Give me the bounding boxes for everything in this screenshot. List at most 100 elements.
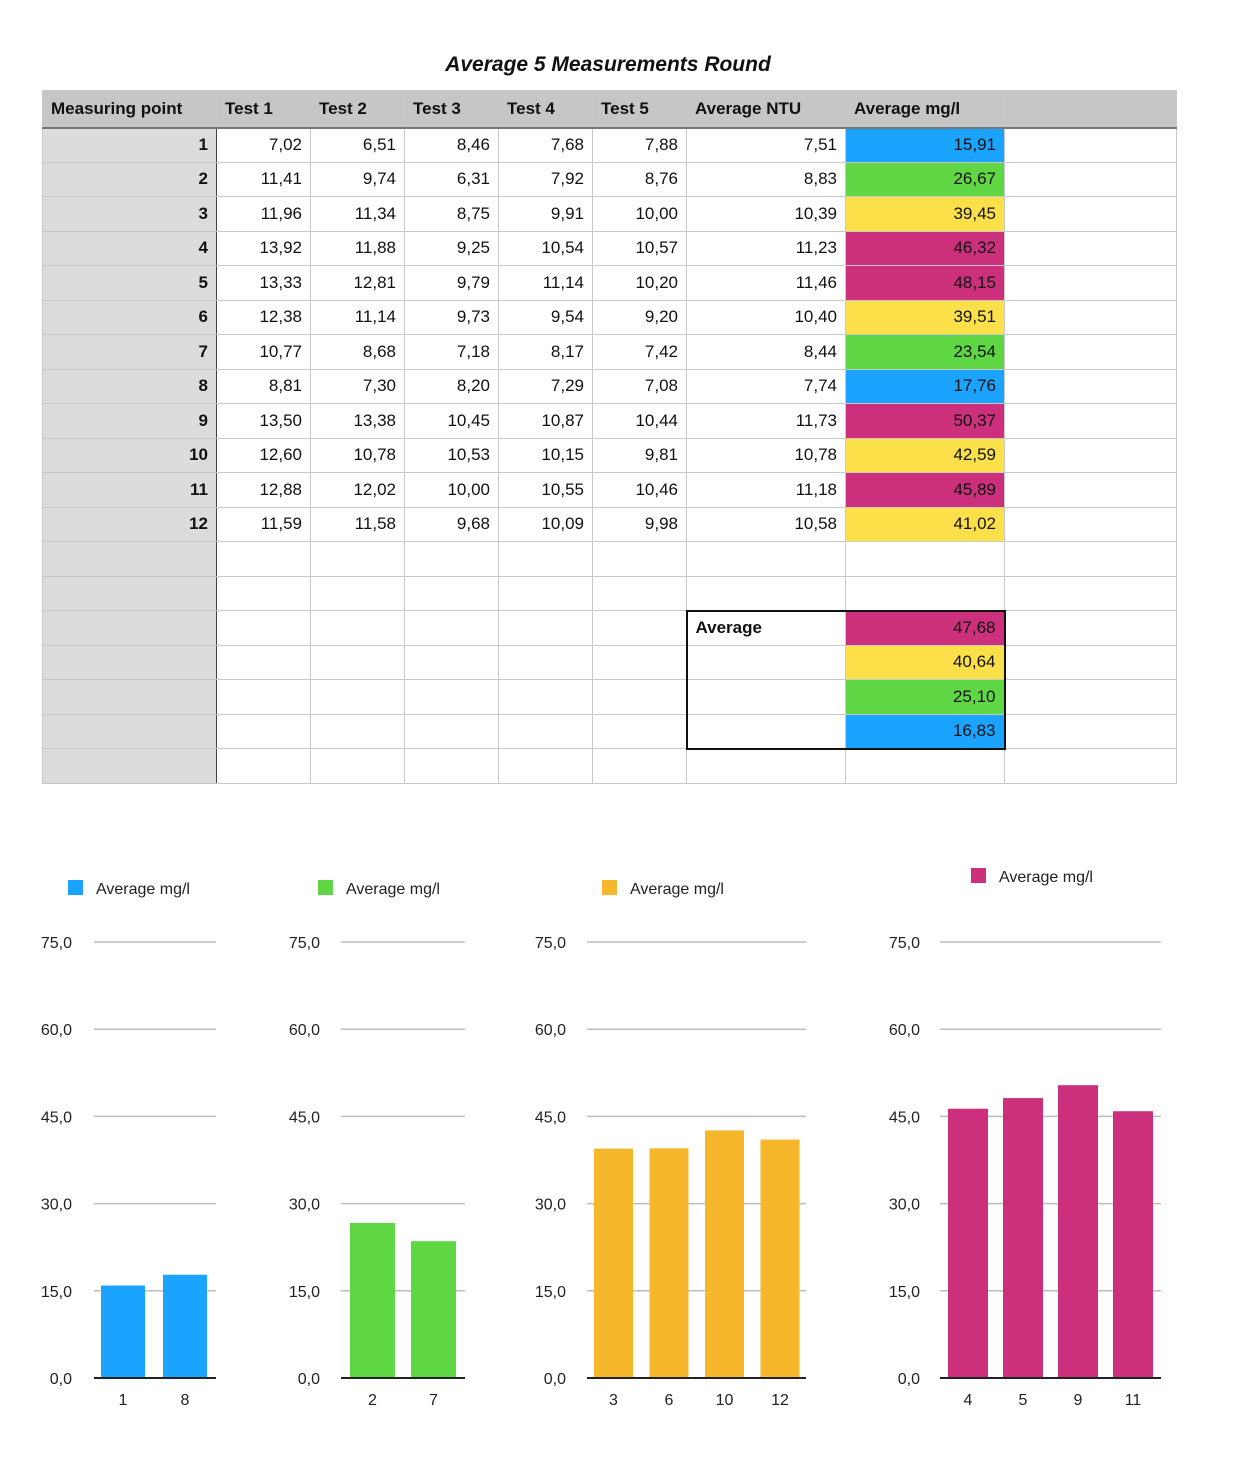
empty-cell[interactable] [498, 610, 593, 646]
bar[interactable] [1058, 1085, 1098, 1378]
value-cell[interactable]: 10,15 [498, 437, 593, 473]
mgl-cell[interactable]: 39,45 [845, 196, 1005, 232]
value-cell[interactable]: 12,02 [310, 472, 405, 508]
bar[interactable] [760, 1139, 800, 1378]
measuring-point-cell[interactable]: 5 [42, 265, 217, 301]
value-cell[interactable]: 11,46 [686, 265, 846, 301]
value-cell[interactable]: 13,33 [216, 265, 311, 301]
mgl-cell[interactable]: 39,51 [845, 299, 1005, 335]
empty-cell[interactable] [1004, 506, 1177, 542]
mgl-cell[interactable]: 23,54 [845, 334, 1005, 370]
value-cell[interactable]: 9,73 [404, 299, 499, 335]
mgl-cell[interactable]: 26,67 [845, 161, 1005, 197]
bar[interactable] [350, 1222, 395, 1378]
value-cell[interactable]: 11,96 [216, 196, 311, 232]
empty-cell[interactable] [216, 575, 311, 611]
empty-cell[interactable] [216, 748, 311, 784]
value-cell[interactable]: 10,53 [404, 437, 499, 473]
empty-cell[interactable] [310, 748, 405, 784]
empty-cell[interactable] [1004, 713, 1177, 749]
value-cell[interactable]: 7,30 [310, 368, 405, 404]
empty-cell[interactable] [310, 644, 405, 680]
value-cell[interactable]: 9,81 [592, 437, 687, 473]
value-cell[interactable]: 11,73 [686, 403, 846, 439]
empty-cell[interactable] [498, 713, 593, 749]
value-cell[interactable]: 11,18 [686, 472, 846, 508]
empty-cell[interactable] [216, 713, 311, 749]
row-header-cell[interactable] [42, 541, 217, 577]
bar[interactable] [411, 1241, 456, 1378]
value-cell[interactable]: 10,55 [498, 472, 593, 508]
bar[interactable] [705, 1130, 744, 1378]
value-cell[interactable]: 13,92 [216, 230, 311, 266]
empty-cell[interactable] [310, 679, 405, 715]
value-cell[interactable]: 10,78 [686, 437, 846, 473]
empty-cell[interactable] [1004, 541, 1177, 577]
row-header-cell[interactable] [42, 644, 217, 680]
bar[interactable] [1113, 1111, 1153, 1378]
value-cell[interactable]: 10,77 [216, 334, 311, 370]
empty-cell[interactable] [1004, 230, 1177, 266]
value-cell[interactable]: 10,40 [686, 299, 846, 335]
empty-cell[interactable] [845, 575, 1005, 611]
empty-cell[interactable] [1004, 161, 1177, 197]
value-cell[interactable]: 7,08 [592, 368, 687, 404]
value-cell[interactable]: 10,45 [404, 403, 499, 439]
value-cell[interactable]: 10,00 [404, 472, 499, 508]
empty-cell[interactable] [845, 541, 1005, 577]
empty-cell[interactable] [1004, 403, 1177, 439]
empty-cell[interactable] [1004, 196, 1177, 232]
value-cell[interactable]: 7,02 [216, 127, 311, 163]
value-cell[interactable]: 8,68 [310, 334, 405, 370]
empty-cell[interactable] [404, 575, 499, 611]
value-cell[interactable]: 12,81 [310, 265, 405, 301]
value-cell[interactable]: 9,79 [404, 265, 499, 301]
value-cell[interactable]: 11,23 [686, 230, 846, 266]
empty-cell[interactable] [404, 541, 499, 577]
empty-cell[interactable] [1004, 127, 1177, 163]
mgl-cell[interactable]: 48,15 [845, 265, 1005, 301]
empty-cell[interactable] [686, 748, 846, 784]
empty-cell[interactable] [404, 713, 499, 749]
empty-cell[interactable] [1004, 299, 1177, 335]
value-cell[interactable]: 9,20 [592, 299, 687, 335]
average-value-cell[interactable]: 16,83 [845, 713, 1006, 750]
bar[interactable] [594, 1148, 633, 1378]
measuring-point-cell[interactable]: 11 [42, 472, 217, 508]
row-header-cell[interactable] [42, 713, 217, 749]
measuring-point-cell[interactable]: 10 [42, 437, 217, 473]
measuring-point-cell[interactable]: 9 [42, 403, 217, 439]
mgl-cell[interactable]: 45,89 [845, 472, 1005, 508]
value-cell[interactable]: 7,68 [498, 127, 593, 163]
empty-cell[interactable] [1004, 472, 1177, 508]
value-cell[interactable]: 10,39 [686, 196, 846, 232]
value-cell[interactable]: 10,78 [310, 437, 405, 473]
mgl-cell[interactable]: 15,91 [845, 127, 1005, 163]
empty-cell[interactable] [592, 679, 687, 715]
value-cell[interactable]: 7,29 [498, 368, 593, 404]
empty-cell[interactable] [404, 610, 499, 646]
value-cell[interactable]: 11,41 [216, 161, 311, 197]
value-cell[interactable]: 9,54 [498, 299, 593, 335]
value-cell[interactable]: 9,74 [310, 161, 405, 197]
empty-cell[interactable] [1004, 368, 1177, 404]
bar[interactable] [948, 1108, 988, 1378]
bar[interactable] [163, 1274, 207, 1378]
empty-cell[interactable] [1004, 679, 1177, 715]
average-value-cell[interactable]: 47,68 [845, 609, 1006, 646]
empty-cell[interactable] [1004, 748, 1177, 784]
row-header-cell[interactable] [42, 575, 217, 611]
row-header-cell[interactable] [42, 679, 217, 715]
mgl-cell[interactable]: 50,37 [845, 403, 1005, 439]
measuring-point-cell[interactable]: 4 [42, 230, 217, 266]
empty-cell[interactable] [404, 748, 499, 784]
empty-cell[interactable] [1004, 575, 1177, 611]
empty-cell[interactable] [1004, 265, 1177, 301]
value-cell[interactable]: 11,88 [310, 230, 405, 266]
value-cell[interactable]: 10,58 [686, 506, 846, 542]
empty-cell[interactable] [310, 541, 405, 577]
empty-cell[interactable] [685, 644, 846, 680]
value-cell[interactable]: 6,31 [404, 161, 499, 197]
row-header-cell[interactable] [42, 748, 217, 784]
value-cell[interactable]: 11,34 [310, 196, 405, 232]
